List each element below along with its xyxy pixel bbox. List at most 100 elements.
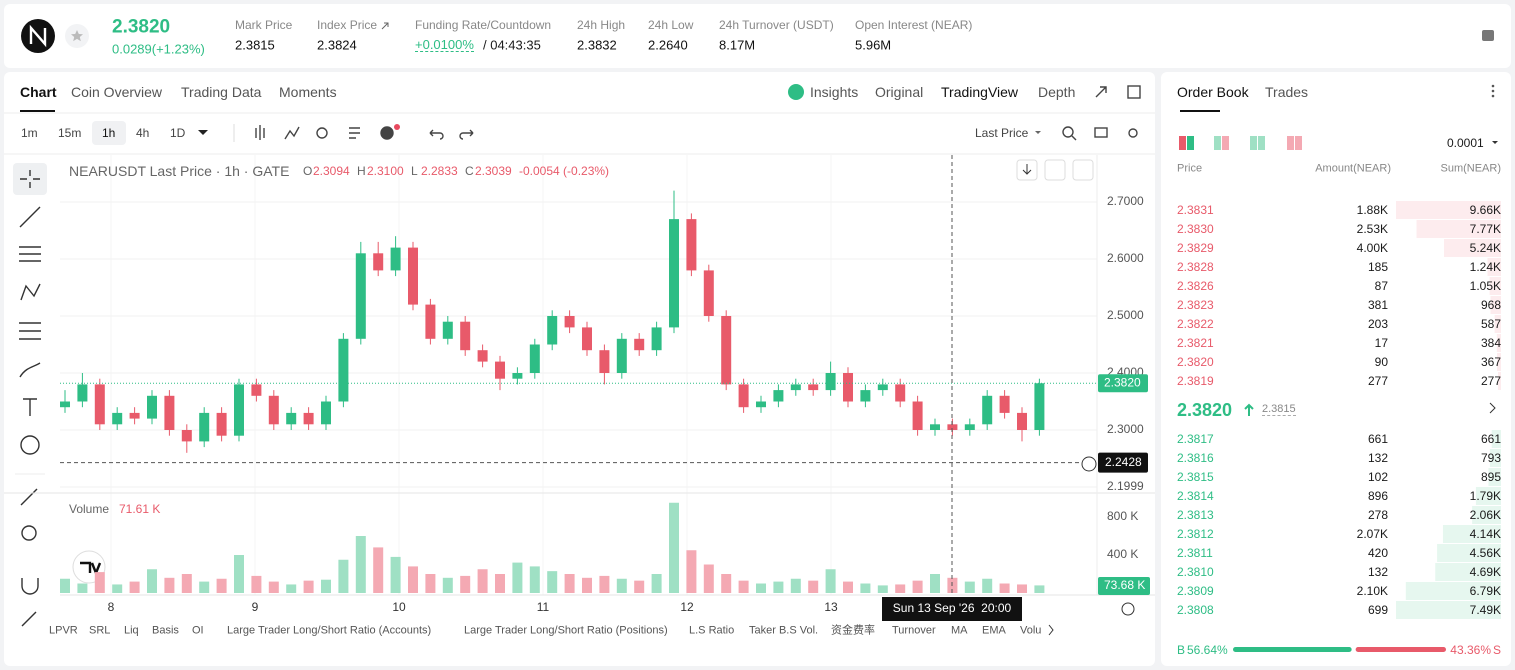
volume-bar bbox=[756, 583, 766, 593]
badge bbox=[394, 124, 400, 130]
interval[interactable]: 15m bbox=[58, 126, 82, 140]
ob-amount: 185 bbox=[1367, 260, 1388, 274]
ob-tab[interactable]: Order Book bbox=[1177, 84, 1249, 100]
indicator[interactable]: 资金费率 bbox=[831, 624, 875, 637]
volume-bar bbox=[808, 580, 819, 593]
volume-bar bbox=[268, 581, 279, 593]
indicator[interactable]: MA bbox=[951, 624, 968, 637]
depth-bar bbox=[1490, 296, 1501, 314]
stat-value: 8.17M bbox=[719, 37, 756, 53]
ob-price: 2.3810 bbox=[1177, 565, 1214, 579]
volume-bar bbox=[912, 580, 923, 593]
x-tick-label: 9 bbox=[252, 600, 259, 614]
ob-price: 2.3829 bbox=[1177, 241, 1214, 255]
indicator[interactable]: Large Trader Long/Short Ratio (Positions… bbox=[464, 624, 668, 637]
ob-layout-icons[interactable] bbox=[1179, 136, 1302, 150]
interval[interactable]: 4h bbox=[136, 126, 150, 140]
indicator[interactable]: Turnover bbox=[892, 624, 936, 637]
volume-bar bbox=[564, 574, 575, 593]
settings[interactable] bbox=[1121, 602, 1135, 616]
indicator[interactable]: Taker B.S Vol. bbox=[749, 624, 819, 637]
interval[interactable]: 1m bbox=[21, 126, 38, 140]
sell-label: S bbox=[1493, 643, 1502, 657]
more-arrow[interactable] bbox=[1048, 624, 1054, 636]
indicator[interactable]: OI bbox=[192, 624, 204, 637]
interval[interactable]: 1h bbox=[102, 126, 116, 140]
candle-body bbox=[912, 401, 923, 430]
indicator[interactable]: Liq bbox=[124, 624, 139, 637]
tab[interactable]: Moments bbox=[279, 84, 337, 100]
logo-glyph bbox=[29, 24, 47, 48]
volume-bar bbox=[216, 578, 227, 593]
indicator[interactable]: SRL bbox=[89, 624, 111, 637]
indicator[interactable]: L.S Ratio bbox=[689, 624, 735, 637]
candle-body bbox=[199, 412, 210, 442]
candle-body bbox=[408, 247, 418, 305]
ob-amount: 17 bbox=[1374, 336, 1388, 350]
ob-price: 2.3830 bbox=[1177, 222, 1214, 236]
indicator[interactable]: LPVR bbox=[49, 624, 78, 637]
fit-button[interactable] bbox=[1072, 159, 1094, 181]
y-tick-label: 2.5000 bbox=[1107, 308, 1144, 322]
menu-icon[interactable] bbox=[1482, 30, 1494, 41]
volume-bar bbox=[634, 580, 645, 593]
tab[interactable]: Chart bbox=[20, 84, 57, 100]
indicator[interactable]: Volu bbox=[1020, 624, 1042, 637]
ob-tab[interactable]: Trades bbox=[1265, 84, 1309, 100]
volume-bar bbox=[999, 583, 1010, 593]
last-price: 2.3820 bbox=[112, 16, 171, 38]
view-tab[interactable]: Original bbox=[875, 84, 924, 100]
candle-body bbox=[738, 384, 749, 408]
interval-selected bbox=[92, 121, 126, 145]
candle-body bbox=[112, 412, 123, 425]
caret[interactable] bbox=[198, 130, 208, 135]
depth-bar bbox=[1396, 601, 1501, 619]
time-label: Sun 13 Sep '26 20:00 bbox=[893, 601, 1012, 615]
ob-mark: 2.3815 bbox=[1262, 403, 1296, 416]
volume-bar bbox=[460, 575, 471, 593]
volume-bar bbox=[77, 583, 88, 593]
volume-bar bbox=[408, 566, 418, 593]
ob-precision[interactable]: 0.0001 bbox=[1447, 136, 1484, 150]
view-tab[interactable]: Insights bbox=[810, 84, 859, 100]
legend-value: 2.3039 bbox=[475, 164, 512, 178]
ob-sum: 895 bbox=[1480, 470, 1501, 484]
candle-body bbox=[338, 338, 349, 402]
view-tab[interactable]: Depth bbox=[1038, 84, 1076, 100]
view-tab[interactable]: TradingView bbox=[941, 84, 1019, 100]
candle-body bbox=[129, 412, 140, 419]
buy-label: B bbox=[1177, 643, 1186, 657]
candle-body bbox=[268, 395, 279, 425]
chart-panel bbox=[4, 72, 1155, 666]
volume-bar bbox=[843, 581, 853, 593]
ob-sum: 5.24K bbox=[1469, 241, 1501, 255]
indicator[interactable]: EMA bbox=[982, 624, 1006, 637]
ob-amount: 1.88K bbox=[1356, 203, 1388, 217]
ob-sum: 793 bbox=[1480, 451, 1501, 465]
crosshair-add[interactable] bbox=[1081, 456, 1097, 472]
volume-bar bbox=[616, 578, 627, 593]
y-tick-label: 2.7000 bbox=[1107, 194, 1144, 208]
ob-amount: 2.53K bbox=[1356, 222, 1388, 236]
drawing-tools[interactable] bbox=[19, 170, 41, 627]
ob-sum: 7.77K bbox=[1469, 222, 1501, 236]
candle-body bbox=[651, 327, 662, 351]
interval[interactable]: 1D bbox=[170, 126, 186, 140]
candle-body bbox=[77, 384, 88, 402]
caret bbox=[1492, 141, 1498, 144]
stat-label: Funding Rate/Countdown bbox=[415, 18, 552, 32]
external-link-icon bbox=[381, 22, 389, 30]
volume-tag-label: 73.68 K bbox=[1104, 578, 1145, 592]
expand-button[interactable] bbox=[1044, 159, 1066, 181]
y-tick-label: 2.1999 bbox=[1107, 479, 1144, 493]
toolbar-icons[interactable] bbox=[255, 85, 1141, 141]
volume-bar bbox=[721, 574, 732, 593]
price-type[interactable]: Last Price bbox=[975, 126, 1029, 140]
indicator[interactable]: Large Trader Long/Short Ratio (Accounts) bbox=[227, 624, 432, 637]
indicator[interactable]: Basis bbox=[152, 624, 179, 637]
tab[interactable]: Trading Data bbox=[181, 84, 262, 100]
candle-body bbox=[251, 384, 262, 396]
sell-ratio-bar bbox=[1355, 647, 1446, 652]
ob-arrow[interactable] bbox=[1489, 402, 1496, 414]
tab[interactable]: Coin Overview bbox=[71, 84, 163, 100]
